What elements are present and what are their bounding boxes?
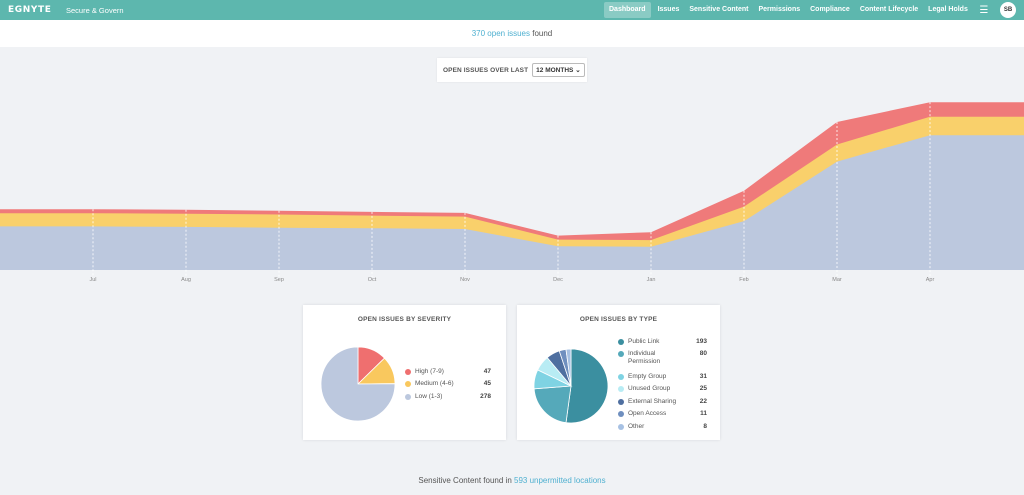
area-series-low bbox=[0, 135, 1024, 270]
hamburger-icon[interactable]: ☰ bbox=[979, 4, 989, 16]
x-tick-label: Feb bbox=[739, 277, 748, 283]
type-pie-chart bbox=[533, 348, 609, 424]
legend-item[interactable]: Individual Permission 80 bbox=[618, 350, 707, 366]
x-tick-label: Mar bbox=[832, 277, 842, 283]
legend-dot-icon bbox=[618, 411, 624, 417]
x-tick-label: Sep bbox=[274, 277, 284, 283]
legend-dot-icon bbox=[618, 399, 624, 405]
pie-slice[interactable] bbox=[565, 348, 609, 424]
legend-item[interactable]: External Sharing 22 bbox=[618, 398, 707, 406]
x-tick-label: Jan bbox=[647, 277, 656, 283]
range-label: OPEN ISSUES OVER LAST bbox=[443, 66, 529, 74]
top-navigation-bar: EGNYTE Secure & Govern Dashboard Issues … bbox=[0, 0, 1024, 20]
legend-label: Public Link bbox=[628, 338, 660, 345]
legend-count: 8 bbox=[703, 423, 707, 430]
severity-legend: High (7-9) 47 Medium (4-6) 45 Low (1-3) 278 bbox=[405, 368, 491, 408]
x-tick-label: Aug bbox=[181, 277, 191, 283]
severity-pie-chart bbox=[320, 346, 396, 422]
legend-label: High (7-9) bbox=[415, 368, 444, 375]
legend-label: Medium (4-6) bbox=[415, 380, 454, 387]
sensitive-count-link[interactable]: 593 bbox=[514, 476, 528, 485]
legend-item[interactable]: Open Access 11 bbox=[618, 410, 707, 418]
pie-slice[interactable] bbox=[533, 385, 572, 424]
type-legend: Public Link 193 Individual Permission 80 Emp… bbox=[618, 338, 707, 438]
x-tick-label: Oct bbox=[368, 277, 377, 283]
legend-item[interactable]: High (7-9) 47 bbox=[405, 368, 491, 376]
legend-label: Unused Group bbox=[628, 385, 671, 392]
severity-card-title: OPEN ISSUES BY SEVERITY bbox=[357, 316, 452, 323]
legend-dot-icon bbox=[405, 369, 411, 375]
legend-dot-icon bbox=[618, 424, 624, 430]
range-dropdown[interactable]: 12 MONTHS ⌄ bbox=[532, 63, 585, 77]
legend-label: Other bbox=[628, 423, 645, 430]
legend-dot-icon bbox=[618, 374, 624, 380]
legend-label: Empty Group bbox=[628, 373, 667, 380]
unpermitted-locations-link[interactable]: unpermitted locations bbox=[527, 476, 606, 485]
open-issues-link[interactable]: 370 open issues bbox=[471, 29, 530, 38]
product-name: Secure & Govern bbox=[66, 5, 124, 15]
nav-issues[interactable]: Issues bbox=[657, 6, 680, 13]
legend-item[interactable]: Empty Group 31 bbox=[618, 373, 707, 381]
legend-dot-icon bbox=[618, 339, 624, 345]
range-selector: OPEN ISSUES OVER LAST 12 MONTHS ⌄ bbox=[437, 58, 587, 82]
legend-count: 11 bbox=[700, 410, 707, 417]
legend-label: Open Access bbox=[628, 410, 667, 417]
pie-slice[interactable] bbox=[565, 348, 572, 387]
open-issues-summary: 370 open issues found bbox=[0, 20, 1024, 47]
type-card-title: OPEN ISSUES BY TYPE bbox=[579, 316, 658, 323]
legend-label: External Sharing bbox=[628, 398, 677, 405]
legend-count: 22 bbox=[699, 398, 707, 405]
x-tick-label: Dec bbox=[553, 277, 563, 283]
nav-content-lifecycle[interactable]: Content Lifecycle bbox=[859, 6, 919, 13]
nav-permissions[interactable]: Permissions bbox=[758, 6, 801, 13]
egnyte-logo[interactable]: EGNYTE bbox=[8, 5, 52, 15]
legend-dot-icon bbox=[405, 394, 411, 400]
sensitive-content-summary: Sensitive Content found in 593 unpermitt… bbox=[0, 476, 1024, 485]
legend-item[interactable]: Public Link 193 bbox=[618, 338, 707, 346]
legend-count: 31 bbox=[699, 373, 707, 380]
legend-label: Low (1-3) bbox=[415, 393, 443, 400]
legend-item[interactable]: Medium (4-6) 45 bbox=[405, 380, 491, 388]
legend-count: 80 bbox=[699, 350, 707, 357]
legend-dot-icon bbox=[405, 381, 411, 387]
legend-count: 278 bbox=[480, 393, 491, 400]
legend-item[interactable]: Other 8 bbox=[618, 423, 707, 431]
x-tick-label: Apr bbox=[926, 277, 935, 283]
legend-dot-icon bbox=[618, 386, 624, 392]
sensitive-prefix: Sensitive Content found in bbox=[418, 476, 514, 485]
type-card: OPEN ISSUES BY TYPE Public Link 193 Indivi… bbox=[517, 305, 720, 440]
nav-sensitive-content[interactable]: Sensitive Content bbox=[689, 6, 749, 13]
legend-dot-icon bbox=[618, 351, 624, 357]
legend-item[interactable]: Low (1-3) 278 bbox=[405, 393, 491, 401]
severity-card: OPEN ISSUES BY SEVERITY High (7-9) 47 Medi… bbox=[303, 305, 506, 440]
open-issues-area-chart: Jul Aug Sep Oct Nov Dec Jan Feb Mar Apr bbox=[0, 102, 1024, 283]
legend-count: 193 bbox=[696, 338, 707, 345]
legend-item[interactable]: Unused Group 25 bbox=[618, 385, 707, 393]
legend-count: 45 bbox=[483, 380, 491, 387]
nav-dashboard[interactable]: Dashboard bbox=[604, 2, 651, 18]
pie-slice[interactable] bbox=[320, 346, 396, 422]
x-tick-label: Jul bbox=[89, 277, 96, 283]
legend-count: 25 bbox=[699, 385, 707, 392]
x-tick-label: Nov bbox=[460, 277, 470, 283]
legend-label: Individual Permission bbox=[628, 350, 661, 365]
main-nav: Dashboard Issues Sensitive Content Permi… bbox=[604, 2, 991, 18]
chevron-down-icon: ⌄ bbox=[575, 67, 581, 74]
summary-suffix: found bbox=[530, 29, 553, 38]
range-value: 12 MONTHS bbox=[536, 67, 574, 74]
nav-legal-holds[interactable]: Legal Holds bbox=[928, 6, 968, 13]
nav-compliance[interactable]: Compliance bbox=[810, 6, 850, 13]
user-avatar[interactable]: SB bbox=[1000, 2, 1016, 18]
legend-count: 47 bbox=[483, 368, 491, 375]
